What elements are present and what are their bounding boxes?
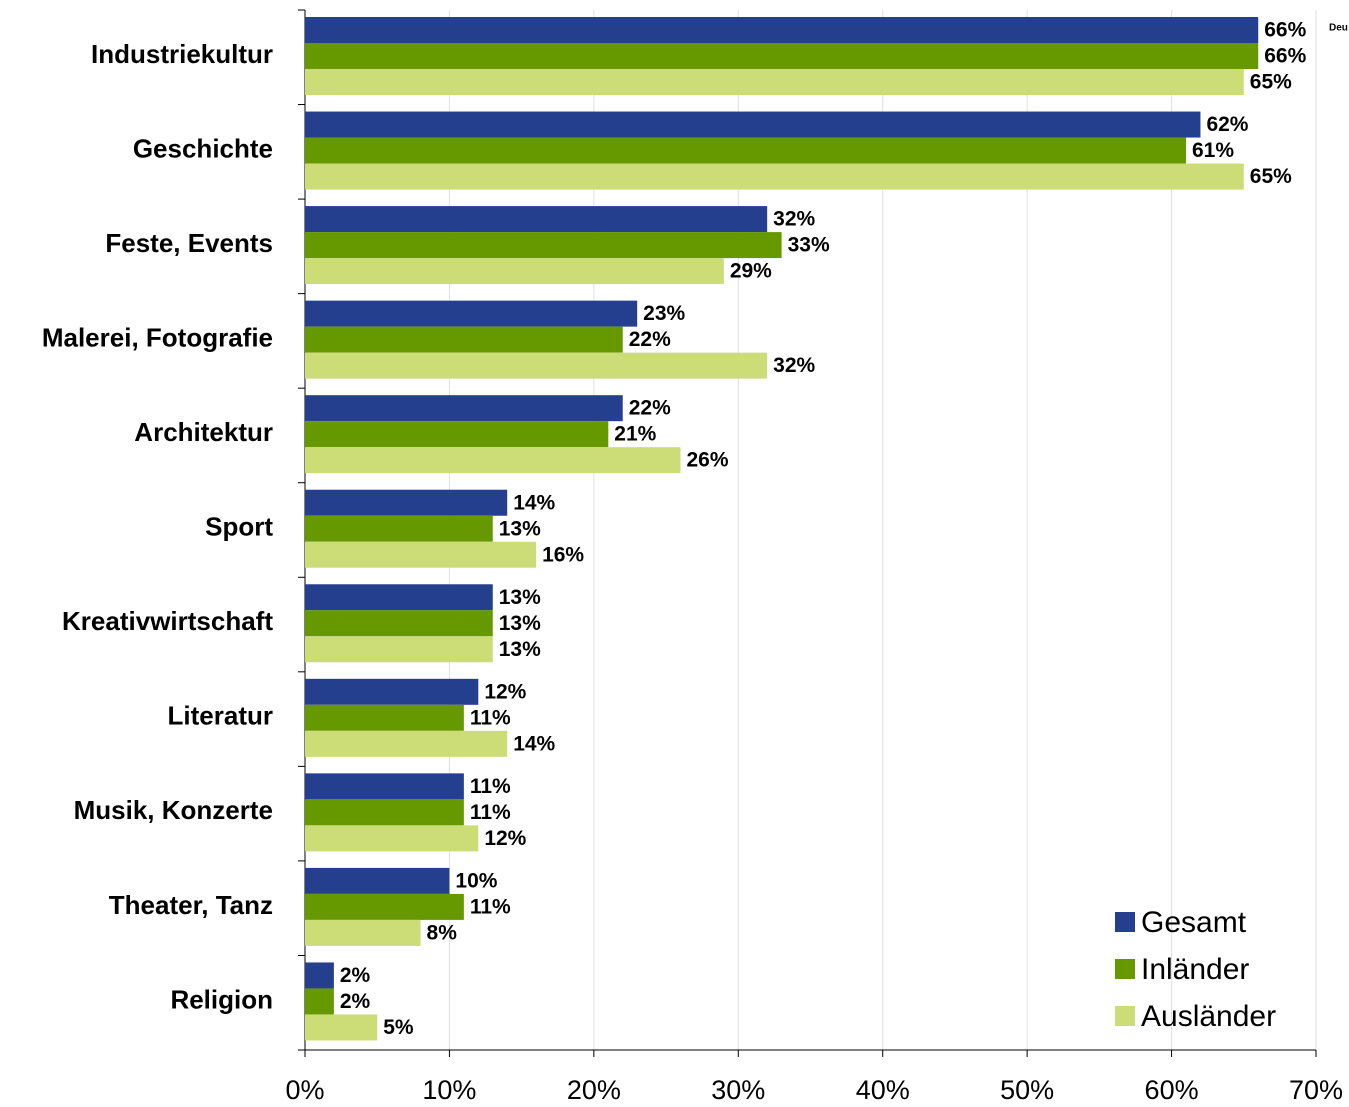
category-label: Feste, Events [105, 228, 273, 258]
category-label: Sport [205, 512, 273, 542]
value-label: 65% [1250, 165, 1292, 188]
category-label: Geschichte [133, 133, 273, 163]
category-label: Kreativwirtschaft [62, 606, 273, 636]
bar [305, 447, 681, 474]
value-label: 22% [629, 397, 671, 420]
value-label: 12% [484, 827, 526, 850]
value-label: 8% [427, 921, 458, 944]
value-label: 32% [773, 208, 815, 231]
bar [305, 893, 464, 920]
value-label: 62% [1206, 113, 1248, 136]
bar [305, 919, 421, 946]
value-label: 10% [455, 869, 497, 892]
value-label: 11% [470, 775, 511, 798]
bar [305, 825, 479, 852]
bar [305, 988, 334, 1015]
bar [305, 17, 1259, 43]
bar [305, 636, 493, 663]
bar [305, 352, 768, 379]
bar [305, 137, 1187, 164]
value-label: 22% [629, 328, 671, 351]
x-tick-label: 50% [1000, 1075, 1054, 1105]
value-label: 23% [643, 302, 685, 325]
annotation: Deu [1329, 23, 1348, 34]
legend-label: Ausländer [1141, 1000, 1276, 1033]
value-label: 32% [773, 354, 815, 377]
bar [305, 489, 508, 516]
bar [305, 867, 450, 894]
value-label: 13% [499, 586, 541, 609]
value-label: 13% [499, 638, 541, 661]
value-label: 21% [614, 423, 656, 446]
category-label: Theater, Tanz [109, 890, 273, 920]
x-tick-label: 40% [856, 1075, 910, 1105]
value-label: 13% [499, 612, 541, 635]
legend-label: Gesamt [1141, 906, 1247, 939]
category-label: Literatur [168, 701, 273, 731]
value-label: 11% [470, 895, 511, 918]
value-label: 26% [687, 449, 729, 472]
bar [305, 232, 782, 259]
value-label: 61% [1192, 139, 1234, 162]
bar [305, 730, 508, 757]
bar [305, 300, 638, 327]
value-label: 14% [513, 732, 555, 755]
value-label: 11% [470, 706, 511, 729]
bar [305, 326, 623, 353]
bar [305, 584, 493, 611]
bar [305, 395, 623, 422]
category-label: Musik, Konzerte [74, 795, 273, 825]
value-label: 16% [542, 543, 584, 566]
bar [305, 515, 493, 542]
value-label: 5% [383, 1016, 414, 1039]
x-tick-label: 70% [1289, 1075, 1343, 1105]
x-tick-label: 60% [1145, 1075, 1199, 1105]
value-label: 12% [484, 680, 526, 703]
category-label: Religion [170, 984, 273, 1014]
bar [305, 206, 768, 233]
bar [305, 43, 1259, 69]
x-tick-label: 0% [285, 1075, 324, 1105]
value-label: 66% [1264, 45, 1306, 68]
bar [305, 610, 493, 637]
bar [305, 111, 1201, 138]
bar [305, 258, 724, 285]
value-label: 2% [340, 964, 371, 987]
bar [305, 678, 479, 705]
bar [305, 69, 1244, 95]
bar [305, 962, 334, 989]
bar [305, 799, 464, 826]
value-label: 2% [340, 990, 371, 1013]
bar [305, 704, 464, 731]
bar [305, 163, 1244, 190]
bar [305, 773, 464, 800]
legend-swatch [1115, 912, 1135, 932]
bar [305, 421, 609, 448]
x-tick-label: 30% [711, 1075, 765, 1105]
value-label: 65% [1250, 71, 1292, 94]
value-label: 33% [788, 234, 830, 257]
x-tick-label: 10% [422, 1075, 476, 1105]
legend-swatch [1115, 959, 1135, 979]
legend-swatch [1115, 1006, 1135, 1026]
category-label: Malerei, Fotografie [42, 323, 273, 353]
value-label: 13% [499, 517, 541, 540]
category-label: Architektur [134, 417, 273, 447]
value-label: 66% [1264, 19, 1306, 42]
value-label: 11% [470, 801, 511, 824]
category-label: Industriekultur [91, 39, 273, 69]
bar [305, 541, 537, 568]
bar [305, 1014, 378, 1041]
value-label: 29% [730, 260, 772, 283]
value-label: 14% [513, 491, 555, 514]
legend-label: Inländer [1141, 953, 1249, 986]
x-tick-label: 20% [567, 1075, 621, 1105]
